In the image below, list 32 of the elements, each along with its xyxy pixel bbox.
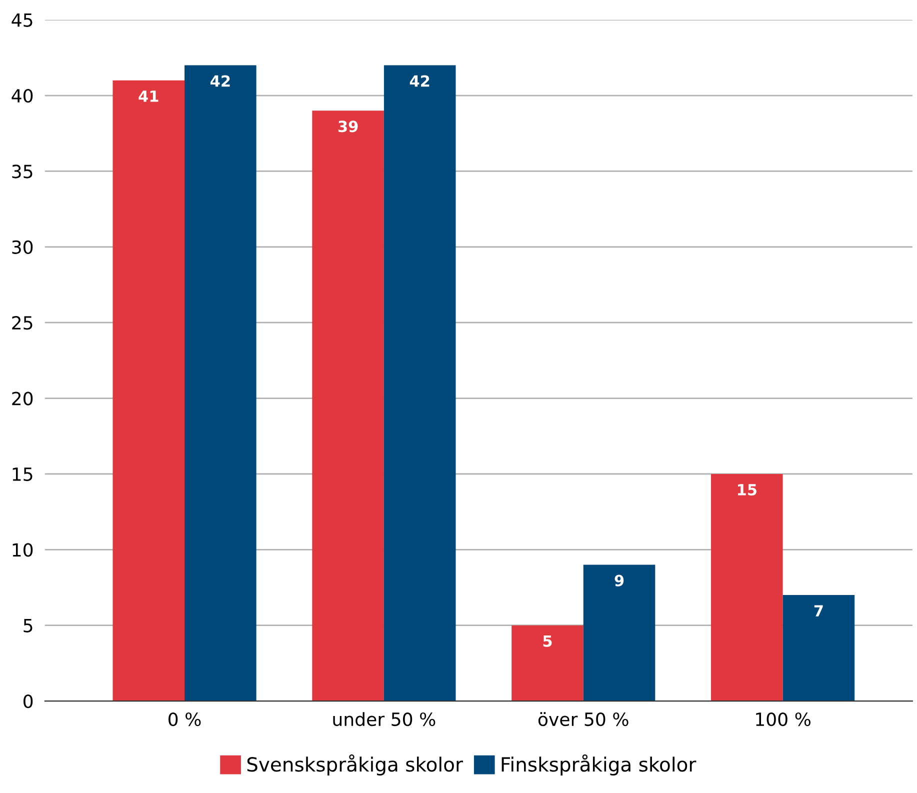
- bar: [112, 80, 185, 702]
- x-tick-label: 100 %: [756, 712, 810, 726]
- data-label: 15: [738, 484, 756, 496]
- y-tick-label: 15: [12, 468, 32, 482]
- data-label: 42: [210, 75, 230, 87]
- bar: [512, 625, 584, 702]
- legend-label: Finskspråkiga skolor: [502, 754, 696, 776]
- bar: [184, 65, 256, 702]
- bar: [312, 110, 384, 702]
- data-label: 7: [814, 605, 823, 616]
- y-tick-label: 20: [12, 392, 33, 406]
- y-tick-label: 25: [12, 316, 32, 330]
- data-label: 9: [614, 574, 624, 586]
- legend-label: Svenskspråkiga skolor: [247, 754, 463, 776]
- x-tick-label: under 50 %: [333, 712, 436, 726]
- bar: [583, 564, 656, 702]
- y-tick-label: 45: [12, 14, 32, 27]
- data-label: 41: [138, 90, 158, 102]
- x-tick-label: över 50 %: [538, 712, 628, 726]
- y-tick-label: 5: [24, 619, 32, 632]
- y-tick-label: 40: [12, 88, 33, 103]
- bar: [384, 65, 456, 702]
- bar: [782, 595, 855, 702]
- x-tick-label: 0 %: [168, 712, 201, 726]
- data-label: 42: [410, 75, 430, 87]
- bar: [711, 474, 783, 702]
- y-tick-label: 0: [24, 694, 33, 708]
- y-tick-label: 10: [12, 543, 33, 557]
- y-tick-label: 35: [12, 164, 32, 178]
- data-label: 39: [338, 120, 358, 132]
- data-label: 5: [543, 636, 552, 647]
- y-tick-label: 30: [12, 240, 33, 254]
